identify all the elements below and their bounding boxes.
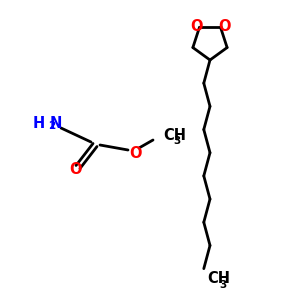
Text: 2: 2 [48, 121, 55, 131]
Text: H: H [33, 116, 45, 130]
Text: CH: CH [207, 271, 230, 286]
Text: O: O [69, 163, 81, 178]
Text: O: O [190, 19, 203, 34]
Text: N: N [50, 116, 62, 130]
Text: O: O [218, 19, 231, 34]
Text: O: O [129, 146, 141, 161]
Text: CH: CH [163, 128, 186, 142]
Text: 3: 3 [219, 280, 226, 290]
Text: 3: 3 [173, 136, 181, 146]
